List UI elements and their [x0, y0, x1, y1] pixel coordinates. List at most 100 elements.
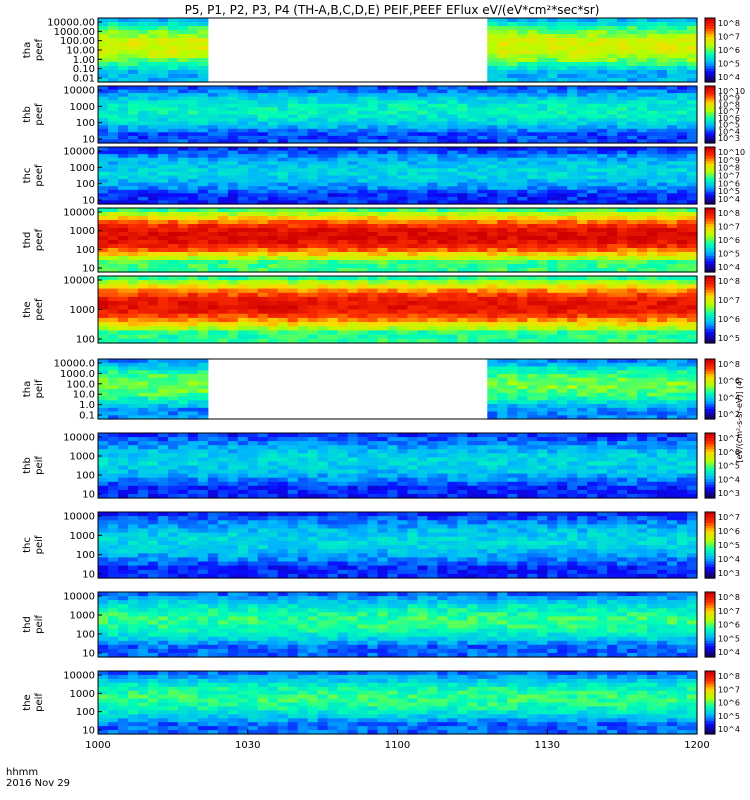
- colorbar: 10^8 10^7 10^6 10^5 10^4: [704, 591, 740, 658]
- colorbar-tick-label: 10^10: [718, 87, 745, 96]
- y-tick-label: 1.00: [73, 55, 95, 66]
- y-tick-label: 1000: [70, 689, 95, 700]
- colorbar-tick-label: 10^8: [718, 209, 740, 218]
- x-tick-label: 1200: [684, 740, 709, 751]
- y-tick-label: 1000: [70, 102, 95, 113]
- y-tick-label: 10: [82, 135, 95, 146]
- colorbar-tick-label: 10^5: [718, 712, 740, 721]
- colorbar-tick-label: 10^8: [718, 100, 740, 109]
- colorbar-tick-label: 10^5: [718, 634, 740, 643]
- colorbar-tick-label: 10^7: [718, 434, 740, 443]
- y-tick-label: 10000: [63, 86, 95, 97]
- y-tick-label: 10000.00: [47, 18, 95, 29]
- y-tick-label: 100.00: [60, 36, 95, 47]
- colorbar-label: [eV/(cm²-s-sr-eV)] (4): [735, 377, 744, 462]
- colorbar-tick-label: 10^6: [718, 621, 740, 630]
- colorbar-tick-label: 10^8: [718, 672, 740, 681]
- y-tick-label: 10000: [63, 208, 95, 219]
- y-axis-label: peef: [34, 298, 45, 321]
- colorbar-tick-label: 10^6: [718, 448, 740, 457]
- colorbar: 10^8 10^7 10^6 10^5 10^4: [704, 207, 740, 273]
- colorbar-tick-label: 10^4: [718, 127, 740, 136]
- colorbar-tick-label: 10^4: [718, 195, 740, 204]
- colorbar-tick-label: 10^6: [718, 179, 740, 188]
- y-tick-label: 100: [76, 179, 95, 190]
- y-tick-label: 1000: [70, 226, 95, 237]
- colorbar-tick-label: 10^10: [718, 148, 745, 157]
- colorbar-tick-label: 10^3: [718, 489, 740, 498]
- colorbar: 10^8 10^7 10^6 10^5 10^4: [704, 17, 740, 83]
- colorbar-tick-label: 10^7: [718, 223, 740, 232]
- time-axis: 1000 1030 1100 1130 1200: [85, 729, 710, 751]
- y-axis-label: tha: [22, 381, 33, 397]
- y-axis-label: peef: [34, 228, 45, 251]
- colorbar-tick-label: 10^6: [718, 236, 740, 245]
- y-tick-label: 0.1: [79, 411, 95, 422]
- y-axis-label: thb: [22, 106, 33, 123]
- colorbar: 10^7 10^6 10^5 10^4 10^3: [704, 432, 740, 499]
- y-tick-label: 0.10: [73, 64, 95, 75]
- y-axis-label: peif: [34, 379, 45, 398]
- colorbar-tick-label: 10^4: [718, 648, 740, 657]
- colorbar-tick-label: 10^5: [718, 334, 740, 343]
- colorbar-tick-label: 10^8: [718, 360, 740, 369]
- y-tick-label: 10: [82, 726, 95, 737]
- colorbar-tick-label: 10^6: [718, 699, 740, 708]
- y-tick-label: 10: [82, 196, 95, 207]
- y-tick-label: 100.0: [66, 379, 95, 390]
- colorbar-tick-label: 10^6: [718, 377, 740, 386]
- colorbar-tick-label: 10^6: [718, 114, 740, 123]
- x-axis-label: hhmm: [6, 767, 38, 778]
- colorbar-tick-label: 10^3: [718, 134, 740, 143]
- y-tick-label: 100: [76, 245, 95, 256]
- y-axis-label: peef: [34, 103, 45, 126]
- y-axis-label: peef: [34, 38, 45, 61]
- colorbar-tick-label: 10^4: [718, 393, 740, 402]
- y-tick-label: 100: [76, 707, 95, 718]
- y-tick-label: 1000: [70, 611, 95, 622]
- y-tick-label: 1000.0: [60, 369, 95, 380]
- colorbar-tick-label: 10^3: [718, 569, 740, 578]
- colorbar-tick-label: 10^9: [718, 156, 740, 165]
- colorbar-tick-label: 10^8: [718, 277, 740, 286]
- x-tick-label: 1130: [535, 740, 560, 751]
- colorbar-tick-label: 10^4: [718, 73, 740, 82]
- colorbar-tick-label: 10^7: [718, 107, 740, 116]
- y-axis-label: thd: [22, 232, 33, 249]
- y-tick-label: 10.00: [66, 46, 95, 57]
- colorbar-tick-label: 10^5: [718, 250, 740, 259]
- colorbar-tick-label: 10^4: [718, 475, 740, 484]
- y-axis-label: peef: [34, 164, 45, 187]
- y-axis-label: peif: [34, 535, 45, 554]
- colorbar-tick-label: 10^6: [718, 527, 740, 536]
- y-tick-label: 10000.0: [54, 359, 95, 370]
- colorbar-tick-label: 10^6: [718, 315, 740, 324]
- colorbar: 10^8 10^7 10^6 10^5 10^4: [704, 670, 740, 735]
- y-axis-label: thb: [22, 457, 33, 474]
- y-axis-label: thc: [22, 537, 33, 553]
- x-tick-label: 1030: [235, 740, 260, 751]
- y-tick-label: 10000: [63, 147, 95, 158]
- y-tick-label: 100: [76, 550, 95, 561]
- y-tick-label: 100: [76, 335, 95, 346]
- colorbar-tick-label: 10^5: [718, 187, 740, 196]
- colorbar-tick-label: 10^8: [718, 593, 740, 602]
- y-axis-label: the: [22, 694, 33, 710]
- colorbar-tick-label: 10^2: [718, 410, 740, 419]
- y-tick-label: 1000: [70, 305, 95, 316]
- x-axis-date: 2016 Nov 29: [6, 778, 70, 789]
- colorbar: 10^8 10^7 10^6 10^5: [704, 275, 740, 344]
- colorbar-tick-label: 10^7: [718, 513, 740, 522]
